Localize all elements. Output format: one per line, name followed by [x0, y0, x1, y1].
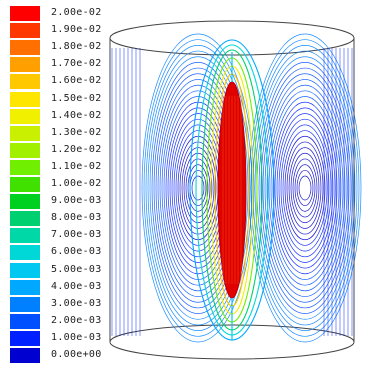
colorbar-label: 1.90e-02 [51, 24, 102, 36]
colorbar-label: 1.00e-03 [51, 331, 102, 343]
colorbar-swatch [10, 6, 40, 21]
streamline [254, 50, 356, 326]
colorbar-label: 1.50e-02 [51, 92, 102, 104]
streamline [181, 147, 215, 229]
streamline [280, 124, 330, 252]
streamline [268, 90, 342, 286]
colorbar-swatch [10, 23, 40, 39]
streamline [290, 152, 320, 224]
colorbar-swatch [10, 211, 40, 227]
streamline [294, 164, 316, 212]
streamline [256, 56, 354, 320]
streamline [284, 135, 326, 241]
colorbar-swatch [10, 177, 40, 192]
streamline [252, 45, 358, 331]
streamline [274, 107, 336, 269]
colorbar-swatch [10, 194, 40, 210]
colorbar-swatch [10, 91, 40, 107]
colorbar-label: 2.00e-03 [51, 314, 102, 326]
colorbar-swatch [10, 57, 40, 73]
streamline [250, 39, 360, 337]
streamline [282, 130, 328, 246]
colorbar-label: 4.00e-03 [51, 280, 102, 292]
colorbar-swatch [10, 330, 40, 346]
streamline [189, 169, 207, 207]
colorbar-swatch [10, 74, 40, 90]
streamline-plot [100, 10, 365, 370]
streamline [270, 96, 340, 280]
colorbar-swatch [10, 40, 40, 56]
colorbar-label: 2.00e-02 [51, 7, 102, 18]
colorbar-label: 1.40e-02 [51, 109, 102, 121]
streamline [185, 158, 211, 218]
streamline [272, 101, 338, 275]
streamline [147, 50, 249, 326]
colorbar-label: 9.00e-03 [51, 195, 102, 207]
colorbar-swatch [10, 142, 40, 158]
streamline [187, 164, 209, 212]
colorbar-label: 1.60e-02 [51, 75, 102, 87]
streamline [296, 169, 314, 207]
streamline [276, 113, 334, 263]
colorbar-label: 8.00e-03 [51, 212, 102, 224]
colorbar-label: 0.00e+00 [51, 349, 102, 360]
streamline [292, 158, 318, 218]
colorbar-swatch [10, 245, 40, 261]
streamline [278, 118, 332, 258]
colorbar-swatch [10, 279, 40, 295]
colorbar-label: 3.00e-03 [51, 297, 102, 309]
streamline [266, 84, 344, 292]
streamline [262, 73, 348, 303]
streamline [141, 33, 255, 343]
colorbar-swatch [10, 313, 40, 329]
colorbar-swatch [10, 159, 40, 175]
streamline [260, 67, 350, 309]
streamline [183, 152, 213, 224]
streamline [286, 141, 324, 235]
colorbar-label: 7.00e-03 [51, 229, 102, 241]
streamline [264, 79, 346, 297]
colorbar-swatch [10, 348, 40, 363]
colorbar-swatch [10, 296, 40, 312]
colorbar-label: 1.10e-02 [51, 160, 102, 172]
streamline [258, 62, 352, 314]
streamline [191, 175, 205, 201]
colorbar-label: 1.30e-02 [51, 126, 102, 138]
cylinder-streamlines [109, 20, 362, 360]
colorbar-label: 1.20e-02 [51, 143, 102, 155]
streamline [143, 39, 253, 337]
colorbar-label: 1.80e-02 [51, 41, 102, 53]
colorbar-label: 5.00e-03 [51, 263, 102, 275]
colorbar-label: 6.00e-03 [51, 246, 102, 258]
colorbar-label: 1.00e-02 [51, 178, 102, 189]
colorbar-swatch [10, 228, 40, 244]
colorbar-swatch [10, 125, 40, 141]
colorbar-swatch [10, 108, 40, 124]
colorbar-swatch [10, 262, 40, 278]
streamline [145, 45, 251, 331]
streamline [288, 147, 322, 229]
streamline [298, 175, 312, 201]
colorbar-label: 1.70e-02 [51, 58, 102, 70]
